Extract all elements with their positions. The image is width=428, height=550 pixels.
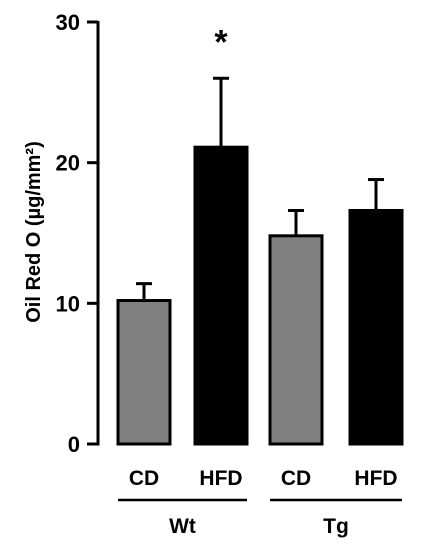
- category-label: HFD: [199, 467, 242, 490]
- y-tick-label: 20: [56, 151, 80, 176]
- y-tick-label: 10: [56, 291, 80, 316]
- group-label: Tg: [323, 515, 349, 538]
- y-tick-label: 30: [56, 10, 80, 35]
- bar: [268, 234, 324, 446]
- group-label: Wt: [169, 515, 196, 538]
- category-label: HFD: [354, 467, 397, 490]
- bar: [348, 208, 404, 446]
- y-tick-label: 0: [68, 432, 80, 457]
- category-label: CD: [129, 467, 159, 490]
- bar: [116, 299, 172, 446]
- axes: 0 10 20 30: [56, 10, 100, 457]
- category-label: CD: [281, 467, 311, 490]
- bar: [193, 145, 249, 446]
- bars: [116, 76, 404, 446]
- y-axis-label: Oil Red O (µg/mm²): [23, 141, 45, 323]
- significance-marker: *: [214, 23, 228, 61]
- labels: CD HFD CD HFD * Wt Tg: [118, 23, 402, 538]
